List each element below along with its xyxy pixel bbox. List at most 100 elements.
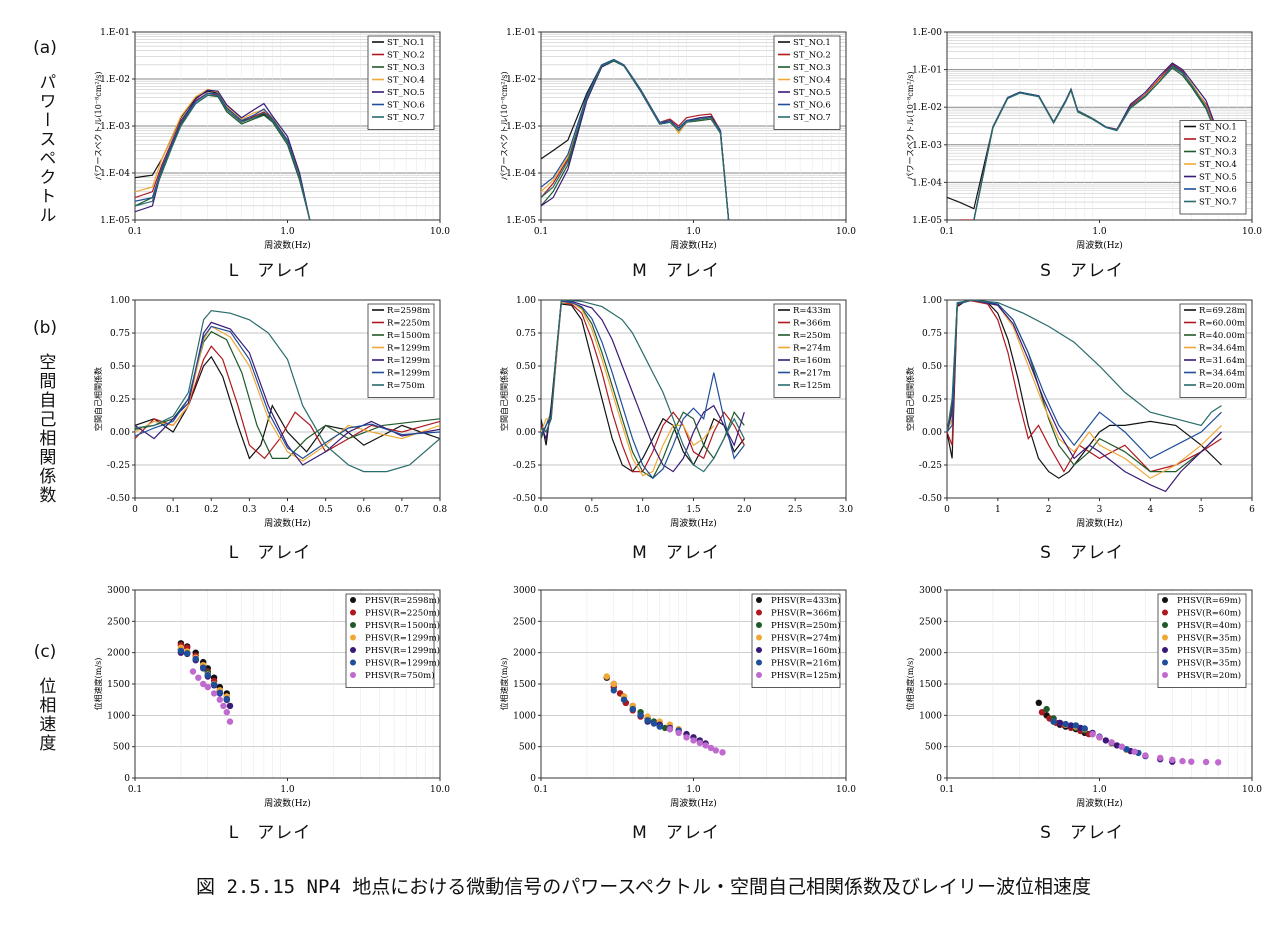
- y-tick-label: 2000: [513, 649, 536, 659]
- legend-entry: PHSV(R=60m): [1177, 608, 1241, 619]
- legend-swatch: [756, 659, 762, 666]
- array-label-b-l: L アレイ: [228, 543, 312, 563]
- data-point: [200, 664, 207, 671]
- series-group: [541, 58, 730, 220]
- x-tick-label: 1.0: [686, 785, 701, 795]
- data-point: [1081, 725, 1088, 732]
- row-label-a: (a) パワースペクトル: [30, 36, 60, 232]
- legend-entry: PHSV(R=20m): [1177, 670, 1241, 681]
- x-tick-label: 0.7: [395, 505, 410, 515]
- x-axis: 0 1 2 3 4 5 6: [944, 498, 1255, 515]
- x-tick-label: 10.0: [836, 785, 856, 795]
- y-tick-label: 1.E-00: [912, 28, 942, 38]
- legend-entry: ST_NO.6: [1199, 185, 1237, 195]
- y-tick-label: 500: [113, 743, 130, 753]
- x-tick-label: 2.5: [788, 505, 803, 515]
- legend-swatch: [350, 672, 356, 678]
- legend-entry: PHSV(R=160m): [771, 645, 841, 656]
- data-point: [1215, 759, 1222, 766]
- x-tick-label: 10.0: [430, 785, 450, 795]
- x-tick-label: 0.1: [534, 785, 548, 795]
- data-point: [1188, 758, 1195, 765]
- legend-entry: ST_NO.3: [793, 63, 831, 73]
- y-tick-label: 1.E-04: [506, 169, 536, 179]
- x-tick-label: 0.2: [204, 505, 218, 515]
- legend-swatch: [1162, 622, 1168, 628]
- x-tick-label: 0.0: [534, 505, 549, 515]
- y-tick-label: 0.25: [110, 395, 130, 405]
- y-tick-label: 1.E-05: [100, 216, 130, 226]
- legend-entry: PHSV(R=433m): [771, 595, 841, 606]
- legend-swatch: [350, 622, 356, 628]
- chart-power-spectrum-l: 1.E-05 1.E-04 1.E-03 1.E-02 1.E-01 0.1 1.0 10.0…: [94, 28, 450, 251]
- x-tick-label: 10.0: [1242, 785, 1262, 795]
- series-line: [947, 65, 1217, 210]
- legend-swatch: [350, 659, 356, 666]
- data-point: [189, 668, 197, 675]
- y-axis-title: パワースペクトル(10⁻⁸cm²/s): [94, 72, 103, 181]
- y-tick-label: 0.00: [110, 428, 130, 438]
- legend-swatch: [1162, 659, 1168, 666]
- legend: R=2598m R=2250m R=1500m R=1299m R=1299m R=129…: [367, 303, 435, 398]
- x-tick-label: 0.1: [166, 505, 180, 515]
- x-tick-label: 6: [1249, 505, 1255, 515]
- data-point: [1169, 756, 1176, 763]
- y-axis-title: 空間自己相関係数: [905, 367, 915, 431]
- series-line: [541, 60, 730, 220]
- data-point: [177, 647, 185, 654]
- y-tick-label: 0: [530, 774, 536, 784]
- y-tick-label: -0.25: [107, 461, 130, 471]
- legend-entry: ST_NO.5: [1199, 173, 1237, 183]
- data-point: [223, 709, 230, 716]
- data-point: [1089, 730, 1096, 738]
- row-tag-b: (b): [32, 318, 58, 338]
- legend-entry: PHSV(R=2250m): [365, 608, 440, 619]
- legend-swatch: [1162, 634, 1168, 641]
- series-line: [135, 89, 311, 220]
- x-tick-label: 1.0: [636, 505, 651, 515]
- y-tick-label: 1000: [107, 711, 130, 721]
- array-label-b-s: S アレイ: [1040, 543, 1124, 563]
- legend-swatch: [1162, 609, 1168, 616]
- legend-entry: R=125m: [793, 381, 831, 391]
- data-point: [210, 690, 218, 697]
- legend-entry: ST_NO.4: [1199, 160, 1237, 170]
- series-line: [135, 330, 440, 459]
- x-tick-label: 10.0: [1242, 227, 1262, 237]
- data-point: [666, 725, 674, 733]
- y-tick-label: 0.00: [922, 428, 942, 438]
- series-line: [973, 65, 1217, 220]
- legend-entry: R=1299m: [387, 356, 430, 366]
- series-line: [973, 65, 1217, 220]
- data-point: [1050, 718, 1057, 725]
- chart-power-spectrum-s: 1.E-051.E-041.E-031.E-021.E-011.E-000.1 1…: [906, 28, 1262, 251]
- data-point: [195, 674, 202, 681]
- legend-entry: ST_NO.4: [793, 76, 831, 86]
- y-tick-label: 1.E-05: [506, 216, 536, 226]
- legend-entry: ST_NO.2: [387, 51, 425, 61]
- legend-entry: R=34.64m: [1199, 369, 1245, 379]
- array-label-a-l: L アレイ: [228, 261, 312, 281]
- y-tick-label: 0: [124, 774, 130, 784]
- array-label-c-m: M アレイ: [632, 823, 720, 843]
- row-title-b: 空間自己相関係数: [35, 352, 56, 505]
- y-tick-label: 1.00: [110, 296, 130, 306]
- series-line: [541, 300, 745, 473]
- y-tick-label: 1.E-04: [912, 178, 942, 188]
- data-point: [200, 680, 207, 688]
- row-tag-c: (c): [33, 642, 57, 662]
- data-point: [192, 655, 199, 663]
- y-axis-title: パワースペクトル(10⁻⁸cm²/s): [906, 72, 915, 181]
- y-tick-label: 0.75: [110, 329, 130, 339]
- y-tick-label: 1.00: [922, 296, 942, 306]
- legend-entry: PHSV(R=125m): [771, 670, 841, 681]
- legend-entry: PHSV(R=35m): [1177, 658, 1241, 669]
- series-line: [541, 301, 745, 473]
- data-point: [696, 739, 703, 747]
- data-point: [675, 729, 682, 737]
- y-tick-label: 1.E-03: [912, 141, 942, 151]
- x-axis: 0.0 0.5 1.0 1.5 2.0 2.5 3.0: [534, 498, 853, 515]
- y-axis: 0 500 1000 1500 2000 2500 3000: [513, 586, 541, 784]
- legend-entry: ST_NO.3: [387, 63, 425, 73]
- legend-swatch: [756, 597, 762, 603]
